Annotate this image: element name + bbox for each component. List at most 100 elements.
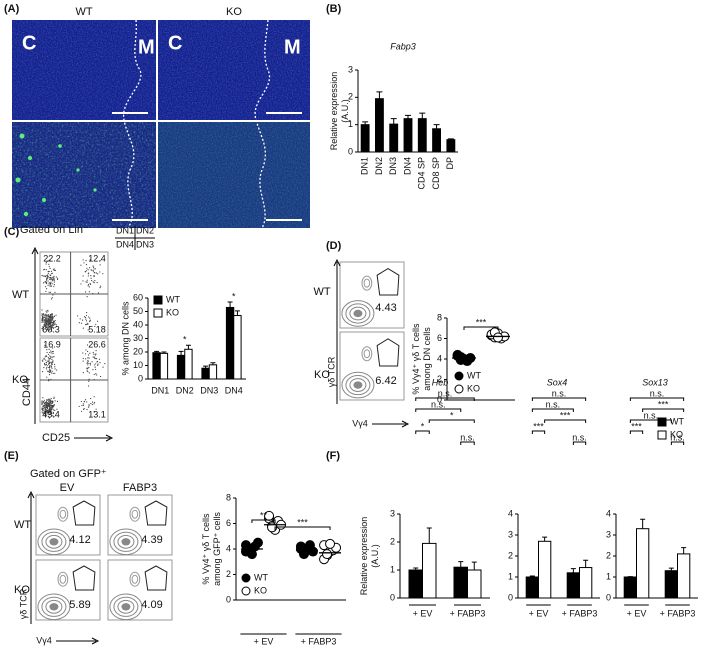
event — [46, 321, 48, 323]
event — [44, 402, 46, 405]
event — [53, 278, 55, 280]
error-bar — [413, 567, 419, 570]
bar — [152, 352, 161, 380]
event — [43, 362, 46, 365]
event — [48, 319, 50, 321]
event — [78, 322, 80, 324]
flow-plots: Gated on GFP⁺ EV FABP3 WT KO — [14, 468, 157, 596]
event — [50, 409, 52, 411]
y-axis-label: (A.U.) — [370, 544, 380, 568]
event — [56, 400, 59, 402]
region-label: C — [168, 32, 182, 54]
event — [88, 272, 90, 274]
event — [91, 401, 94, 403]
event — [48, 348, 50, 350]
significance-label: n.s. — [650, 388, 665, 398]
axis-label: Vγ4 — [352, 418, 368, 428]
event — [48, 400, 51, 402]
event — [50, 397, 52, 400]
event — [93, 403, 95, 405]
event — [93, 353, 95, 355]
y-tick-label: 40 — [133, 319, 143, 329]
event — [93, 373, 95, 376]
contour — [341, 300, 375, 327]
region-label: C — [22, 32, 36, 54]
bar — [453, 566, 468, 599]
significance-label: n.s. — [552, 388, 567, 398]
event — [42, 320, 44, 322]
event — [49, 316, 51, 319]
flow-values: 4.43 6.42 γδ TCR Vγ4 — [326, 258, 410, 428]
column-label: FABP3 — [123, 482, 157, 494]
bar — [159, 352, 169, 380]
event — [94, 363, 97, 365]
cell — [28, 156, 32, 160]
significance-label: *** — [476, 317, 487, 327]
chart: 0 1 2 3 Fabp3 Relative expression (A.U.) DN1 DN2… — [329, 41, 458, 190]
event — [54, 400, 56, 402]
event — [44, 286, 47, 288]
contour — [361, 275, 373, 291]
event — [82, 352, 84, 354]
event — [51, 363, 53, 366]
y-tick-label: 60 — [133, 292, 143, 302]
event — [89, 362, 92, 364]
event — [53, 275, 55, 277]
significance-label: *** — [297, 517, 308, 527]
error-bar — [419, 112, 426, 119]
contour — [49, 538, 59, 546]
y-tick-label: 0 — [437, 394, 442, 404]
flow-plot — [107, 559, 173, 621]
cell — [23, 211, 29, 217]
event — [49, 260, 51, 262]
event — [45, 290, 47, 293]
significance-label: n.s. — [546, 399, 561, 409]
error-bar — [542, 536, 548, 542]
event — [48, 315, 50, 317]
event — [48, 370, 50, 372]
x-tick-label: + EV — [413, 608, 433, 618]
event — [56, 408, 58, 410]
event — [99, 287, 101, 289]
cell — [19, 133, 25, 139]
event — [99, 361, 101, 364]
event — [78, 405, 80, 408]
green-cells — [15, 133, 97, 217]
legend-label: WT — [670, 416, 684, 426]
x-tick-label: CD4 SP — [417, 157, 427, 190]
percentage: 4.09 — [141, 599, 162, 611]
event — [82, 360, 84, 362]
event — [46, 376, 48, 378]
gate — [376, 268, 400, 296]
event — [94, 268, 97, 270]
axis-arrow — [27, 490, 35, 624]
bar — [623, 576, 638, 599]
flow-plot — [339, 261, 405, 329]
y-tick-label: 2 — [348, 92, 353, 102]
image-texture — [12, 20, 156, 120]
legend-label: KO — [467, 383, 480, 393]
event — [89, 352, 91, 354]
event — [42, 405, 44, 407]
flow-plot — [35, 494, 101, 556]
event — [45, 359, 47, 361]
percentage: 4.12 — [69, 534, 90, 546]
event — [52, 400, 54, 402]
significance-bracket — [531, 397, 587, 401]
event — [87, 406, 90, 408]
x-tick-label: + EV — [627, 608, 647, 618]
error-bar — [668, 567, 674, 571]
chart-title: Fabp3 — [390, 41, 416, 51]
event — [48, 371, 50, 374]
error-bar — [640, 518, 646, 529]
event — [46, 366, 48, 369]
significance-label: n.s. — [644, 410, 659, 420]
event — [49, 369, 52, 371]
event — [41, 314, 43, 317]
event — [49, 351, 51, 354]
event — [85, 260, 87, 262]
x-tick-label: + EV — [254, 636, 274, 646]
event — [92, 281, 94, 283]
y-tick-label: 1 — [606, 571, 611, 581]
event — [82, 259, 84, 261]
